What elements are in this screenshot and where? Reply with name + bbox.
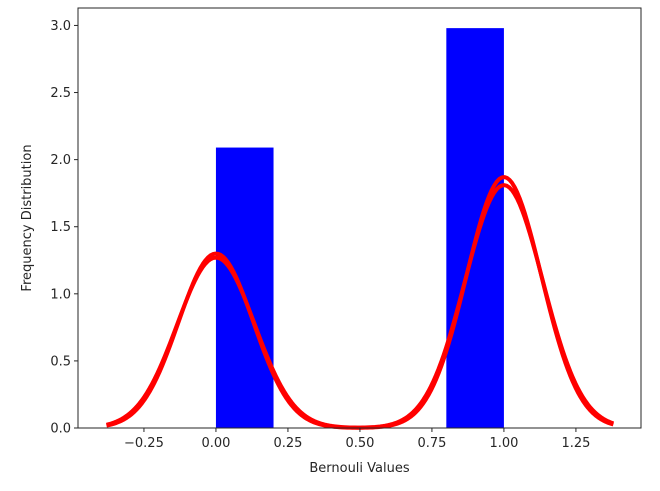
- y-tick-label: 1.0: [50, 287, 71, 302]
- x-tick-label: 0.00: [201, 436, 230, 451]
- y-tick-label: 3.0: [50, 19, 71, 34]
- bar-0: [215, 147, 274, 428]
- y-tick-label: 1.5: [50, 220, 71, 235]
- y-tick-label: 0.5: [50, 354, 71, 369]
- y-tick-label: 2.5: [50, 86, 71, 101]
- x-tick-label: −0.25: [124, 436, 164, 451]
- y-axis-ticks: 0.0 0.5 1.0 1.5 2.0 2.5 3.0: [50, 19, 78, 437]
- y-axis-label: Frequency Distribution: [20, 144, 35, 291]
- x-tick-label: 0.50: [345, 436, 374, 451]
- x-axis-label: Bernouli Values: [309, 461, 410, 476]
- x-tick-label: 1.00: [489, 436, 518, 451]
- x-tick-label: 0.25: [273, 436, 302, 451]
- histogram-bars: [215, 28, 504, 428]
- bar-1: [446, 28, 504, 428]
- y-tick-label: 0.0: [50, 422, 71, 437]
- x-tick-label: 1.25: [561, 436, 590, 451]
- y-tick-label: 2.0: [50, 153, 71, 168]
- x-axis-ticks: −0.25 0.00 0.25 0.50 0.75 1.00 1.25: [124, 428, 590, 451]
- x-tick-label: 0.75: [417, 436, 446, 451]
